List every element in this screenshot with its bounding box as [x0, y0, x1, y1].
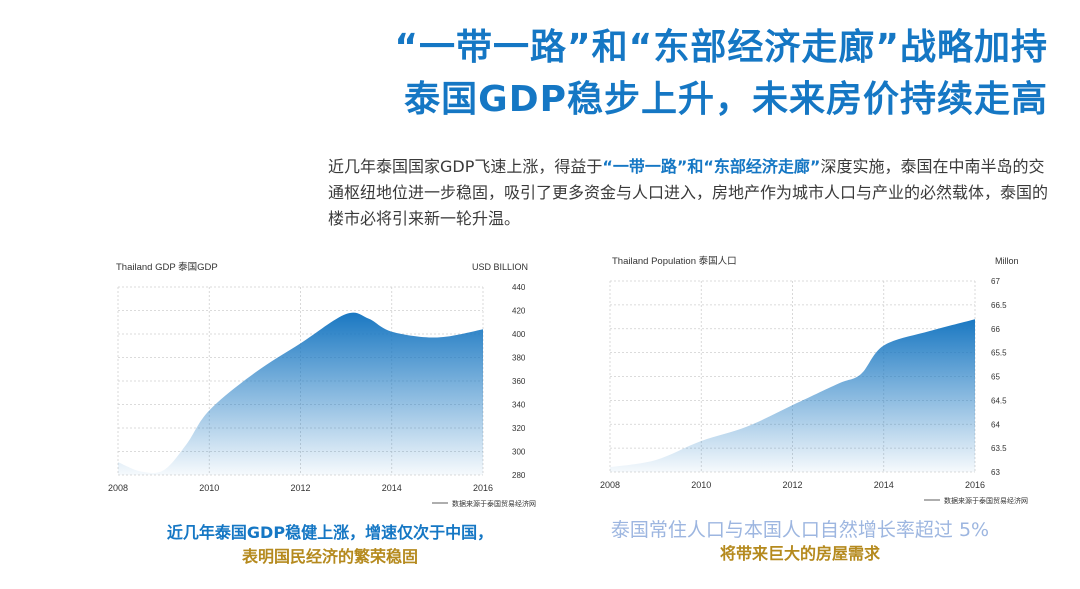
x-tick-label: 2010 — [691, 480, 711, 490]
y-tick-label: 360 — [512, 377, 526, 386]
page-title: “一带一路”和“东部经济走廊”战略加持 泰国GDP稳步上升，未来房价持续走高 — [394, 22, 1048, 126]
gdp-caption-line-1: 近几年泰国GDP稳健上涨，增速仅次于中国， — [166, 523, 494, 542]
y-tick-label: 63 — [991, 468, 1000, 477]
y-tick-label: 66.5 — [991, 301, 1007, 310]
unit-label: Millon — [995, 256, 1019, 266]
y-tick-label: 67 — [991, 277, 1000, 286]
y-tick-label: 440 — [512, 283, 526, 292]
title-line-2: 泰国GDP稳步上升，未来房价持续走高 — [404, 79, 1048, 120]
x-tick-label: 2012 — [782, 480, 802, 490]
population-caption-line-2: 将带来巨大的房屋需求 — [719, 544, 880, 563]
intro-text-1: 近几年泰国国家GDP飞速上涨，得益于 — [328, 157, 603, 176]
y-tick-label: 420 — [512, 307, 526, 316]
x-tick-label: 2008 — [108, 483, 128, 493]
gdp-chart: Thailand GDP 泰国GDP USD BILLION 440 420 400 38… — [108, 261, 536, 508]
y-tick-label: 65 — [991, 373, 1000, 382]
chart-title: Thailand Population 泰国人口 — [612, 255, 737, 267]
population-caption: 泰国常住人口与本国人口自然增长率超过 5% 将带来巨大的房屋需求 — [560, 518, 1040, 566]
area-series — [118, 312, 483, 475]
x-tick-label: 2012 — [290, 483, 310, 493]
x-tick-label: 2008 — [600, 480, 620, 490]
chart-title: Thailand GDP 泰国GDP — [116, 261, 218, 273]
population-chart: Thailand Population 泰国人口 Millon 67 66.5 66 65… — [600, 255, 1028, 505]
y-tick-label: 63.5 — [991, 444, 1007, 453]
unit-label: USD BILLION — [472, 262, 528, 272]
gdp-caption-line-2: 表明国民经济的繁荣稳固 — [241, 547, 418, 566]
source-note: 数据来源于泰国贸易经济网 — [452, 499, 536, 508]
y-tick-label: 380 — [512, 354, 526, 363]
y-tick-label: 400 — [512, 330, 526, 339]
y-tick-label: 280 — [512, 471, 526, 480]
y-tick-label: 65.5 — [991, 349, 1007, 358]
y-tick-label: 300 — [512, 448, 526, 457]
x-tick-label: 2016 — [473, 483, 493, 493]
x-tick-label: 2016 — [965, 480, 985, 490]
y-tick-label: 64.5 — [991, 396, 1007, 405]
population-caption-line-1: 泰国常住人口与本国人口自然增长率超过 5% — [610, 519, 990, 541]
y-tick-label: 340 — [512, 401, 526, 410]
y-tick-label: 320 — [512, 424, 526, 433]
y-tick-label: 66 — [991, 325, 1000, 334]
intro-text-2: 深度实施，泰国在中南半岛的交通枢纽地位进一步稳固，吸引了更多资金与人口进入，房地… — [328, 157, 1049, 228]
intro-paragraph: 近几年泰国国家GDP飞速上涨，得益于“一带一路”和“东部经济走廊”深度实施，泰国… — [328, 154, 1050, 232]
gdp-caption: 近几年泰国GDP稳健上涨，增速仅次于中国， 表明国民经济的繁荣稳固 — [100, 521, 560, 569]
intro-highlight: “一带一路”和“东部经济走廊” — [602, 157, 821, 176]
x-tick-label: 2014 — [382, 483, 402, 493]
title-line-1: “一带一路”和“东部经济走廊”战略加持 — [394, 27, 1048, 68]
source-note: 数据来源于泰国贸易经济网 — [944, 496, 1028, 505]
x-tick-label: 2010 — [199, 483, 219, 493]
x-tick-label: 2014 — [874, 480, 894, 490]
y-tick-label: 64 — [991, 420, 1000, 429]
area-series — [610, 319, 975, 472]
